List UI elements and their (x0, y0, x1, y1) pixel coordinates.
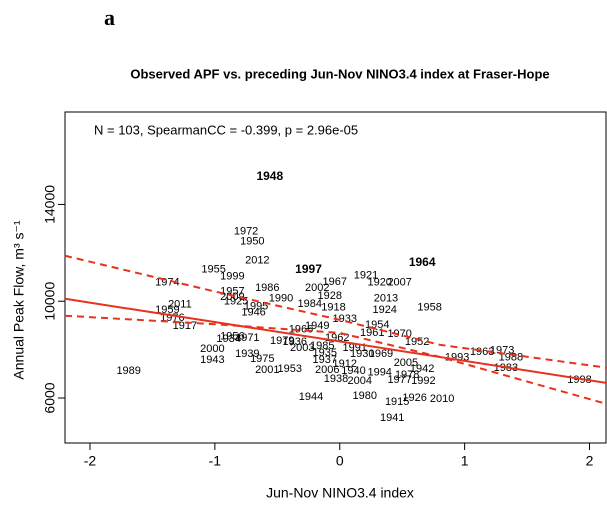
point-label: 1948 (256, 169, 283, 183)
point-label: 1957 (220, 286, 244, 298)
point-label: 1979 (270, 335, 294, 347)
point-label: 1952 (405, 336, 429, 348)
point-label: 1940 (341, 365, 365, 377)
point-label: 2005 (394, 357, 418, 369)
regression-line (64, 254, 607, 369)
point-label: 1943 (200, 354, 224, 366)
chart-title: Observed APF vs. preceding Jun-Nov NINO3… (130, 66, 549, 81)
plot-frame (64, 111, 607, 444)
point-label: 1921 (354, 270, 378, 282)
point-label: 1992 (411, 375, 435, 387)
point-label: 2002 (305, 282, 329, 294)
point-label: 1958 (417, 302, 441, 314)
panel-label: a (104, 5, 115, 30)
point-label: 2011 (168, 299, 192, 311)
point-label: 1989 (116, 365, 140, 377)
point-label: 1946 (241, 307, 265, 319)
point-label: 1990 (269, 293, 293, 305)
x-tick-label: 2 (586, 453, 594, 469)
point-label: 1937 (313, 354, 337, 366)
point-label: 1924 (372, 304, 396, 316)
point-label: 1985 (310, 340, 334, 352)
point-label: 1988 (499, 352, 523, 364)
regression-line (64, 297, 607, 384)
point-label: 1978 (395, 369, 419, 381)
point-label: 1935 (313, 347, 337, 359)
point-label: 2000 (200, 343, 224, 355)
point-label: 1926 (402, 392, 426, 404)
point-label: 2007 (387, 277, 411, 289)
point-label: 1955 (201, 264, 225, 276)
point-label: 1953 (278, 363, 302, 375)
point-label: 1930 (350, 348, 374, 360)
regression-line (64, 314, 607, 406)
point-label: 2013 (374, 293, 398, 305)
point-label: 1915 (385, 396, 409, 408)
point-label: 1966 (289, 324, 313, 336)
point-label: 2001 (255, 364, 279, 376)
point-label: 1950 (240, 236, 264, 248)
point-label: 1973 (490, 345, 514, 357)
point-label: 1995 (244, 301, 268, 313)
point-label: 1956 (220, 331, 244, 343)
point-label: 1941 (380, 412, 404, 424)
point-label: 1920 (367, 277, 391, 289)
point-label: 1936 (283, 336, 307, 348)
point-label: 2003 (290, 342, 314, 354)
y-tick-label: 6000 (42, 382, 58, 413)
point-label: 1942 (410, 363, 434, 375)
point-label: 1944 (299, 391, 323, 403)
point-label: 1975 (250, 353, 274, 365)
point-label: 1984 (298, 298, 322, 310)
y-tick-label: 10000 (42, 282, 58, 321)
point-label: 2006 (315, 364, 339, 376)
x-tick-label: -2 (84, 453, 97, 469)
point-label: 1949 (305, 320, 329, 332)
point-label: 1918 (321, 302, 345, 314)
point-label: 1986 (255, 282, 279, 294)
point-label: 1999 (220, 271, 244, 283)
point-label: 1972 (234, 226, 258, 238)
point-label: 1912 (332, 358, 356, 370)
x-tick-label: -1 (209, 453, 222, 469)
point-label: 1928 (318, 290, 342, 302)
x-tick-label: 0 (336, 453, 344, 469)
point-label: 1939 (235, 348, 259, 360)
point-label: 1998 (567, 374, 591, 386)
point-label: 2012 (245, 255, 269, 267)
point-label: 1967 (323, 276, 347, 288)
point-label: 1977 (387, 374, 411, 386)
point-label: 1971 (235, 332, 259, 344)
point-label: 1961 (360, 327, 384, 339)
annotation: N = 103, SpearmanCC = -0.399, p = 2.96e-… (94, 122, 358, 137)
point-label: 2009 (220, 291, 244, 303)
point-label: 1980 (352, 390, 376, 402)
x-axis-label: Jun-Nov NINO3.4 index (266, 485, 414, 501)
point-label: 1964 (409, 255, 436, 269)
point-label: 2010 (430, 393, 454, 405)
point-label: 2004 (347, 375, 371, 387)
point-label: 1997 (295, 262, 322, 276)
point-label: 1938 (324, 373, 348, 385)
x-tick-label: 1 (461, 453, 469, 469)
y-axis-label: Annual Peak Flow, m³ s⁻¹ (11, 220, 27, 379)
point-label: 1994 (367, 367, 391, 379)
point-label: 1969 (369, 348, 393, 360)
point-label: 1934 (216, 333, 240, 345)
y-tick-label: 14000 (42, 185, 58, 224)
